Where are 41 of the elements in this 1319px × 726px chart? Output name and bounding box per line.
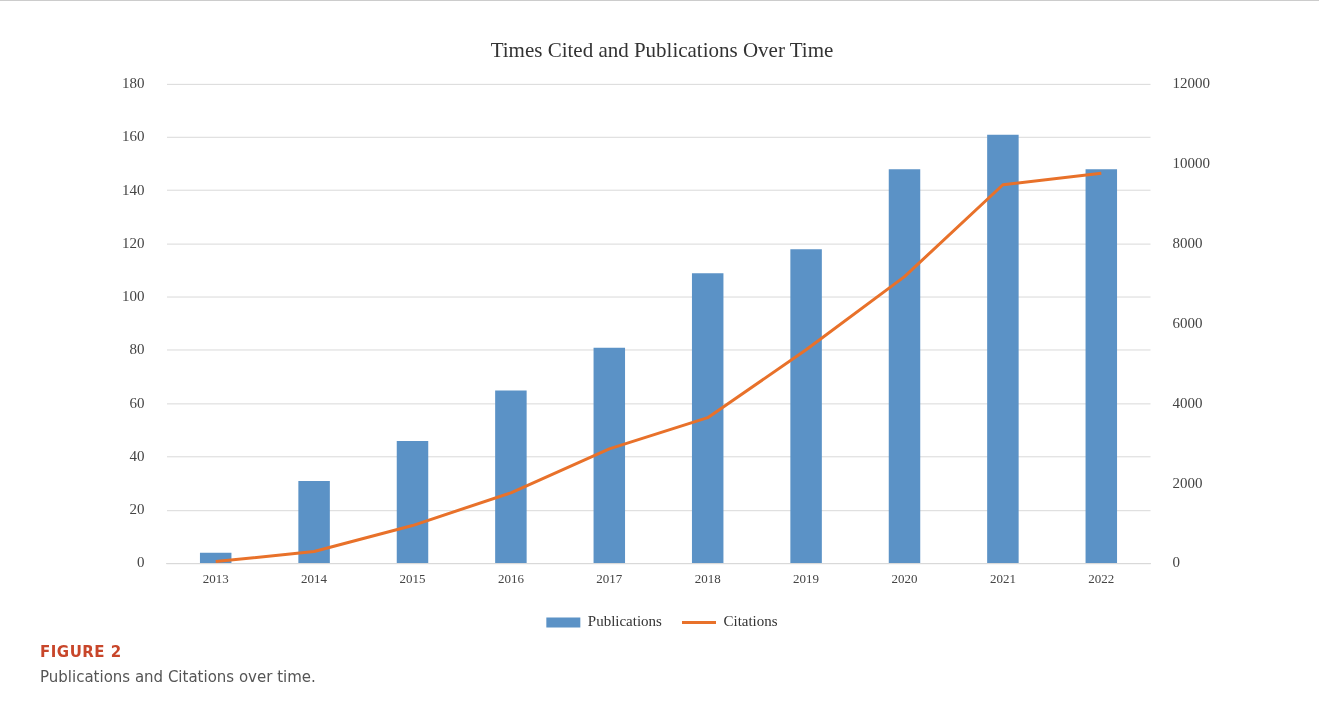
y-tick-label: 120	[122, 234, 145, 251]
x-tick-label: 2020	[891, 570, 918, 586]
y-tick-label: 80	[129, 341, 145, 358]
bar	[790, 249, 822, 564]
x-tick-label: 2016	[497, 570, 525, 586]
y-tick-label: 60	[129, 394, 145, 411]
y-tick-label: 40	[129, 447, 145, 464]
y2-tick-label: 6000	[1172, 314, 1203, 331]
legend-label: Publications	[587, 613, 663, 630]
legend-label: Citations	[723, 613, 778, 630]
text: Publications and Citations over time.	[40, 668, 316, 686]
bar	[888, 169, 921, 564]
caption: FIGURE 2	[40, 643, 122, 661]
y-tick-label: 180	[122, 75, 145, 91]
y-tick-label: 20	[129, 501, 145, 518]
bar	[396, 440, 429, 564]
y2-tick-label: 10000	[1172, 154, 1210, 171]
bar	[987, 134, 1019, 564]
bar	[298, 480, 330, 564]
y-tick-label: 0	[137, 554, 145, 571]
y-tick-label: 160	[122, 128, 145, 145]
x-tick-label: 2021	[989, 570, 1016, 586]
bar	[691, 273, 724, 564]
x-tick-label: 2018	[694, 570, 721, 586]
y2-tick-label: 4000	[1172, 394, 1203, 411]
x-tick-label: 2022	[1088, 570, 1115, 586]
y2-tick-label: 12000	[1172, 75, 1210, 91]
x-tick-label: 2015	[399, 570, 426, 586]
y2-tick-label: 0	[1172, 554, 1180, 571]
chart-title: Times Cited and Publications Over Time	[490, 38, 834, 63]
x-tick-label: 2013	[202, 570, 229, 586]
x-tick-label: 2017	[596, 570, 623, 586]
bar	[495, 390, 527, 564]
y2-tick-label: 2000	[1172, 474, 1203, 491]
x-tick-label: 2014	[301, 570, 328, 586]
y-tick-label: 140	[122, 181, 145, 198]
bar	[593, 347, 626, 564]
bar	[1085, 169, 1118, 564]
y2-tick-label: 8000	[1172, 234, 1203, 251]
y-tick-label: 100	[122, 288, 145, 305]
x-tick-label: 2019	[793, 570, 820, 586]
